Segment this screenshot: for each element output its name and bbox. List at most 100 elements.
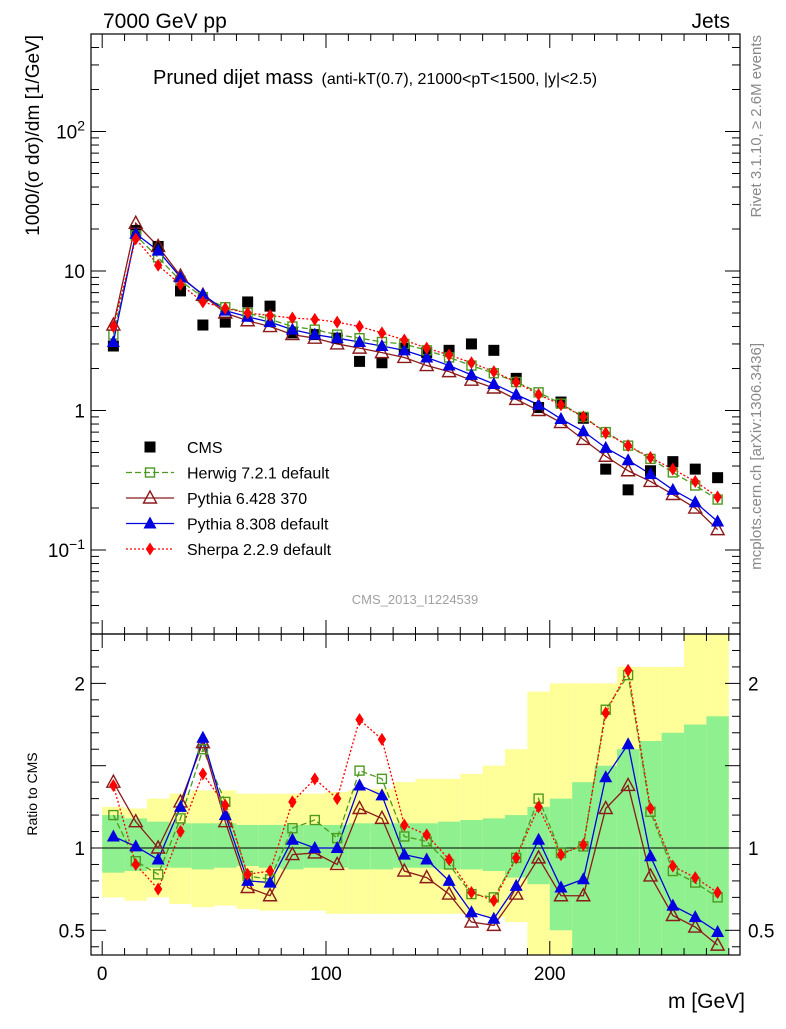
ratio-point-pythia-6-428-370 bbox=[463, 913, 480, 928]
ratio-point-pythia-8-308-default bbox=[621, 737, 635, 750]
chart-title-main: Pruned dijet mass bbox=[153, 67, 313, 89]
ratio-point-pythia-8-308-default bbox=[666, 898, 680, 911]
ratio-point-sherpa-2-2-9-default bbox=[109, 778, 118, 792]
ratio-point-pythia-6-428-370 bbox=[284, 846, 301, 861]
ratio-point-pythia-8-308-default bbox=[218, 808, 232, 821]
band-inner-bin bbox=[706, 716, 729, 955]
ratio-y-tick-label-right: 2 bbox=[748, 674, 759, 695]
main-point-pythia-8-308-default bbox=[532, 397, 546, 410]
main-point-sherpa-2-2-9-default bbox=[109, 320, 118, 334]
main-point-cms bbox=[242, 296, 254, 308]
main-y-tick-label-exp: 2 bbox=[77, 118, 85, 134]
band-inner-bin bbox=[549, 798, 573, 931]
ratio-point-pythia-8-308-default bbox=[532, 832, 546, 845]
band-inner-bin bbox=[572, 782, 595, 955]
main-point-cms bbox=[689, 463, 701, 475]
rivet-label: Rivet 3.1.10, ≥ 2.6M events bbox=[748, 35, 765, 218]
main-y-tick-label-base: 10 bbox=[56, 123, 77, 144]
main-point-pythia-8-308-default bbox=[554, 411, 568, 424]
main-y-tick-label-exp: −1 bbox=[69, 536, 85, 552]
ratio-point-herwig-7-2-1-default bbox=[287, 823, 298, 834]
main-point-pythia-8-308-default bbox=[509, 387, 523, 400]
ratio-point-sherpa-2-2-9-default bbox=[176, 825, 185, 839]
ratio-point-sherpa-2-2-9-default bbox=[243, 867, 252, 881]
legend-label-pythia-8-308-default: Pythia 8.308 default bbox=[187, 517, 329, 534]
ratio-point-pythia-8-308-default bbox=[420, 852, 434, 865]
main-point-pythia-8-308-default bbox=[442, 358, 456, 371]
ratio-point-pythia-6-428-370 bbox=[396, 862, 412, 877]
ratio-point-pythia-8-308-default bbox=[464, 905, 478, 918]
ratio-point-pythia-6-428-370 bbox=[687, 918, 703, 933]
main-point-pythia-8-308-default bbox=[464, 367, 478, 380]
energy-label: 7000 GeV pp bbox=[103, 10, 227, 33]
ratio-point-pythia-8-308-default bbox=[196, 730, 210, 743]
main-point-cms bbox=[465, 338, 477, 350]
ratio-point-sherpa-2-2-9-default bbox=[489, 894, 499, 908]
main-point-pythia-8-308-default bbox=[308, 327, 322, 340]
ratio-point-pythia-6-428-370 bbox=[553, 887, 569, 902]
ratio-point-sherpa-2-2-9-default bbox=[601, 706, 610, 720]
main-point-sherpa-2-2-9-default bbox=[153, 258, 163, 272]
band-inner-bin bbox=[460, 820, 483, 870]
x-tick-label: 100 bbox=[310, 964, 342, 985]
ratio-point-sherpa-2-2-9-default bbox=[556, 848, 566, 862]
ratio-point-pythia-6-428-370 bbox=[419, 869, 435, 884]
band-inner-bin bbox=[236, 824, 259, 867]
ratio-y-tick-label-left: 0.5 bbox=[59, 921, 85, 942]
main-point-pythia-8-308-default bbox=[330, 331, 344, 344]
ratio-point-sherpa-2-2-9-default bbox=[153, 882, 163, 896]
ratio-line-pythia-6-428-370 bbox=[112, 740, 719, 946]
main-point-sherpa-2-2-9-default bbox=[332, 315, 342, 329]
ratio-point-sherpa-2-2-9-default bbox=[310, 772, 319, 786]
band-inner-bin bbox=[594, 765, 617, 955]
ratio-point-sherpa-2-2-9-default bbox=[377, 732, 387, 746]
ratio-point-sherpa-2-2-9-default bbox=[400, 818, 409, 832]
ratio-point-sherpa-2-2-9-default bbox=[467, 885, 476, 899]
main-line-pythia-6-428-370 bbox=[112, 221, 719, 531]
ratio-point-pythia-8-308-default bbox=[151, 852, 165, 865]
legend-label-cms: CMS bbox=[187, 440, 223, 457]
legend-marker-cms bbox=[144, 441, 156, 453]
main-point-sherpa-2-2-9-default bbox=[713, 490, 722, 504]
band-inner-bin bbox=[370, 823, 394, 870]
main-point-cms bbox=[622, 484, 634, 496]
ratio-point-pythia-6-428-370 bbox=[351, 800, 368, 815]
ratio-point-sherpa-2-2-9-default bbox=[646, 801, 655, 815]
ratio-point-sherpa-2-2-9-default bbox=[691, 871, 700, 885]
legend-marker-sherpa-2-2-9-default bbox=[145, 542, 155, 556]
ratio-point-pythia-8-308-default bbox=[263, 875, 277, 888]
ratio-point-sherpa-2-2-9-default bbox=[668, 859, 678, 873]
ratio-point-sherpa-2-2-9-default bbox=[579, 838, 588, 852]
main-point-pythia-8-308-default bbox=[666, 482, 680, 495]
main-point-sherpa-2-2-9-default bbox=[601, 426, 610, 440]
chart-title: Pruned dijet mass (anti-kT(0.7), 21000<p… bbox=[153, 67, 597, 89]
main-point-sherpa-2-2-9-default bbox=[131, 232, 140, 246]
band-inner-bin bbox=[258, 824, 282, 868]
main-point-sherpa-2-2-9-default bbox=[623, 439, 633, 453]
main-point-cms bbox=[488, 344, 500, 356]
main-point-pythia-8-308-default bbox=[688, 495, 702, 508]
main-point-pythia-8-308-default bbox=[375, 339, 389, 352]
ratio-point-herwig-7-2-1-default bbox=[175, 813, 186, 824]
ratio-point-pythia-8-308-default bbox=[643, 849, 657, 862]
band-inner-bin bbox=[169, 823, 192, 868]
ratio-point-herwig-7-2-1-default bbox=[108, 809, 119, 821]
main-point-cms bbox=[197, 319, 209, 331]
main-y-tick-label: 10 bbox=[64, 262, 85, 283]
main-point-pythia-8-308-default bbox=[106, 334, 120, 347]
band-inner-bin bbox=[214, 823, 237, 868]
main-point-pythia-8-308-default bbox=[151, 243, 165, 256]
ratio-point-pythia-8-308-default bbox=[353, 778, 367, 791]
ratio-point-sherpa-2-2-9-default bbox=[534, 800, 543, 814]
main-point-sherpa-2-2-9-default bbox=[444, 348, 454, 362]
main-point-pythia-8-308-default bbox=[420, 350, 434, 363]
ratio-y-axis-label: Ratio to CMS bbox=[24, 752, 40, 835]
main-point-cms bbox=[376, 357, 388, 369]
main-point-sherpa-2-2-9-default bbox=[691, 474, 700, 488]
ratio-point-pythia-8-308-default bbox=[442, 873, 456, 886]
main-point-pythia-8-308-default bbox=[487, 376, 501, 389]
x-axis-label: m [GeV] bbox=[668, 990, 745, 1013]
ratio-point-pythia-8-308-default bbox=[285, 832, 299, 845]
ratio-point-pythia-6-428-370 bbox=[530, 849, 547, 864]
main-point-pythia-8-308-default bbox=[621, 453, 635, 466]
